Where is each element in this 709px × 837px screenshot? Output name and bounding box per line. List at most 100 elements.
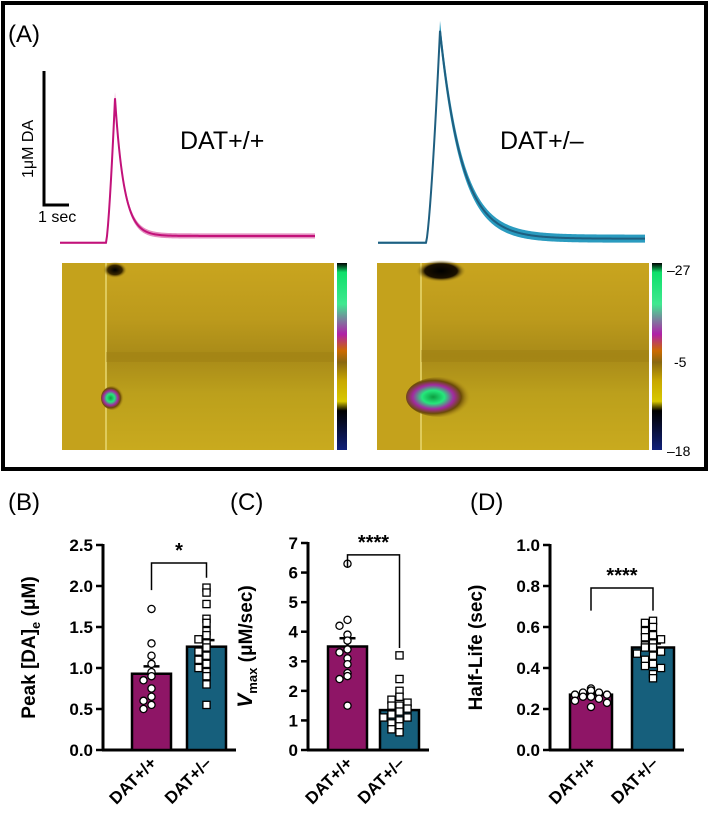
y-tick-label: 0.0 bbox=[516, 741, 540, 760]
panel-label: (B) bbox=[8, 489, 40, 516]
data-point bbox=[335, 621, 344, 631]
color-plot-wt-prestim bbox=[62, 263, 106, 450]
panel-label: (D) bbox=[470, 489, 503, 516]
y-tick-label: 1.5 bbox=[69, 618, 93, 637]
colorbar-min-label: –18 bbox=[667, 443, 691, 459]
panel-b: (B) 0.0 0.5 1.0 1.5 2.0 2.5 Peak [DA]e (μM) DAT+… bbox=[8, 489, 236, 808]
panel-c: (C) 0 1 2 3 4 5 6 7 Vmax (μM/sec) DAT+/+DAT+/– **** bbox=[230, 489, 429, 808]
y-tick-label: 2 bbox=[289, 682, 298, 701]
trace-dat-wt bbox=[60, 92, 315, 244]
panel-d: (D) 0.0 0.2 0.4 0.6 0.8 1.0 Half-Life (sec) DAT+… bbox=[466, 489, 684, 808]
data-point bbox=[379, 713, 388, 722]
trace-mean-line bbox=[60, 98, 315, 244]
data-point bbox=[147, 651, 156, 660]
y-tick-label: 1.0 bbox=[516, 536, 540, 555]
y-tick-label: 7 bbox=[289, 534, 298, 553]
data-point bbox=[202, 671, 211, 681]
colorbar-wt bbox=[337, 263, 347, 450]
data-point bbox=[139, 704, 148, 714]
data-point bbox=[147, 639, 156, 648]
data-point bbox=[640, 661, 650, 671]
significance-label: * bbox=[175, 540, 183, 562]
category-label: DAT+/– bbox=[354, 753, 408, 807]
category-label: DAT+/+ bbox=[302, 753, 357, 808]
color-plot-het-reduction-blob bbox=[406, 377, 474, 417]
color-plot-wt bbox=[62, 262, 347, 450]
scale-bar-y-label: 1μM DA bbox=[20, 120, 37, 178]
data-point bbox=[202, 599, 211, 609]
data-point bbox=[343, 636, 352, 645]
category-label: DAT+/+ bbox=[106, 753, 161, 808]
data-point bbox=[147, 692, 156, 701]
data-point bbox=[387, 725, 396, 734]
panel-label: (C) bbox=[230, 489, 263, 516]
data-point bbox=[202, 680, 211, 689]
data-point bbox=[387, 710, 396, 719]
data-point bbox=[640, 643, 650, 652]
color-plot-het-background bbox=[377, 263, 649, 450]
data-point bbox=[640, 633, 650, 642]
data-point bbox=[578, 692, 588, 701]
y-tick-label: 3 bbox=[289, 652, 298, 671]
data-point bbox=[602, 698, 612, 708]
data-point bbox=[602, 690, 612, 699]
data-point bbox=[656, 647, 666, 656]
y-tick-label: 0.4 bbox=[516, 659, 540, 678]
data-point bbox=[570, 696, 580, 706]
color-plot-wt-oxidation-blob bbox=[103, 262, 127, 278]
y-tick-label: 0.6 bbox=[516, 618, 540, 637]
color-plot-het bbox=[377, 260, 662, 450]
data-point bbox=[387, 701, 396, 710]
y-tick-label: 0.5 bbox=[69, 700, 93, 719]
data-point bbox=[202, 700, 211, 710]
data-point bbox=[202, 643, 211, 652]
scale-bar: 1μM DA 1 sec bbox=[20, 71, 76, 226]
data-point bbox=[343, 659, 352, 669]
data-point bbox=[395, 692, 404, 702]
data-point bbox=[147, 700, 156, 710]
y-axis-label: Half-Life (sec) bbox=[466, 585, 487, 711]
data-point bbox=[147, 684, 156, 693]
data-point bbox=[403, 713, 412, 722]
trace-label-het: DAT+/– bbox=[500, 127, 584, 155]
significance-bracket bbox=[590, 587, 654, 611]
data-point bbox=[335, 674, 344, 684]
data-point bbox=[147, 671, 156, 681]
data-point bbox=[202, 659, 211, 669]
significance-bracket bbox=[346, 554, 401, 648]
y-tick-label: 2.0 bbox=[69, 577, 93, 596]
data-point bbox=[343, 671, 352, 681]
y-tick-label: 6 bbox=[289, 564, 298, 583]
data-point bbox=[395, 651, 404, 660]
data-point bbox=[343, 615, 352, 625]
data-point bbox=[194, 647, 203, 656]
data-point bbox=[656, 663, 666, 673]
color-plot-wt-background bbox=[62, 263, 334, 450]
y-tick-label: 0.8 bbox=[516, 577, 540, 596]
panel-a-frame bbox=[1, 1, 708, 471]
y-tick-label: 0.2 bbox=[516, 700, 540, 719]
data-point bbox=[648, 659, 658, 669]
data-point bbox=[139, 676, 148, 685]
data-point bbox=[194, 655, 203, 665]
y-tick-label: 1.0 bbox=[69, 659, 93, 678]
data-point bbox=[632, 649, 642, 658]
category-label: DAT+/+ bbox=[545, 753, 600, 808]
data-point bbox=[586, 692, 596, 701]
y-tick-label: 5 bbox=[289, 593, 298, 612]
data-point bbox=[403, 704, 412, 713]
color-plot-wt-reduction-blob bbox=[101, 386, 125, 410]
data-point bbox=[343, 645, 352, 654]
colorbar-het bbox=[652, 263, 662, 450]
panel-a-label: (A) bbox=[8, 21, 40, 48]
color-plot-het-prestim bbox=[377, 263, 421, 450]
y-tick-label: 0 bbox=[289, 741, 298, 760]
data-point bbox=[648, 674, 658, 683]
data-point bbox=[586, 702, 596, 712]
data-point bbox=[648, 622, 658, 632]
significance-label: **** bbox=[358, 532, 389, 554]
data-point bbox=[194, 663, 203, 673]
y-axis-label: Peak [DA]e (μM) bbox=[19, 576, 43, 718]
data-point bbox=[139, 696, 148, 706]
